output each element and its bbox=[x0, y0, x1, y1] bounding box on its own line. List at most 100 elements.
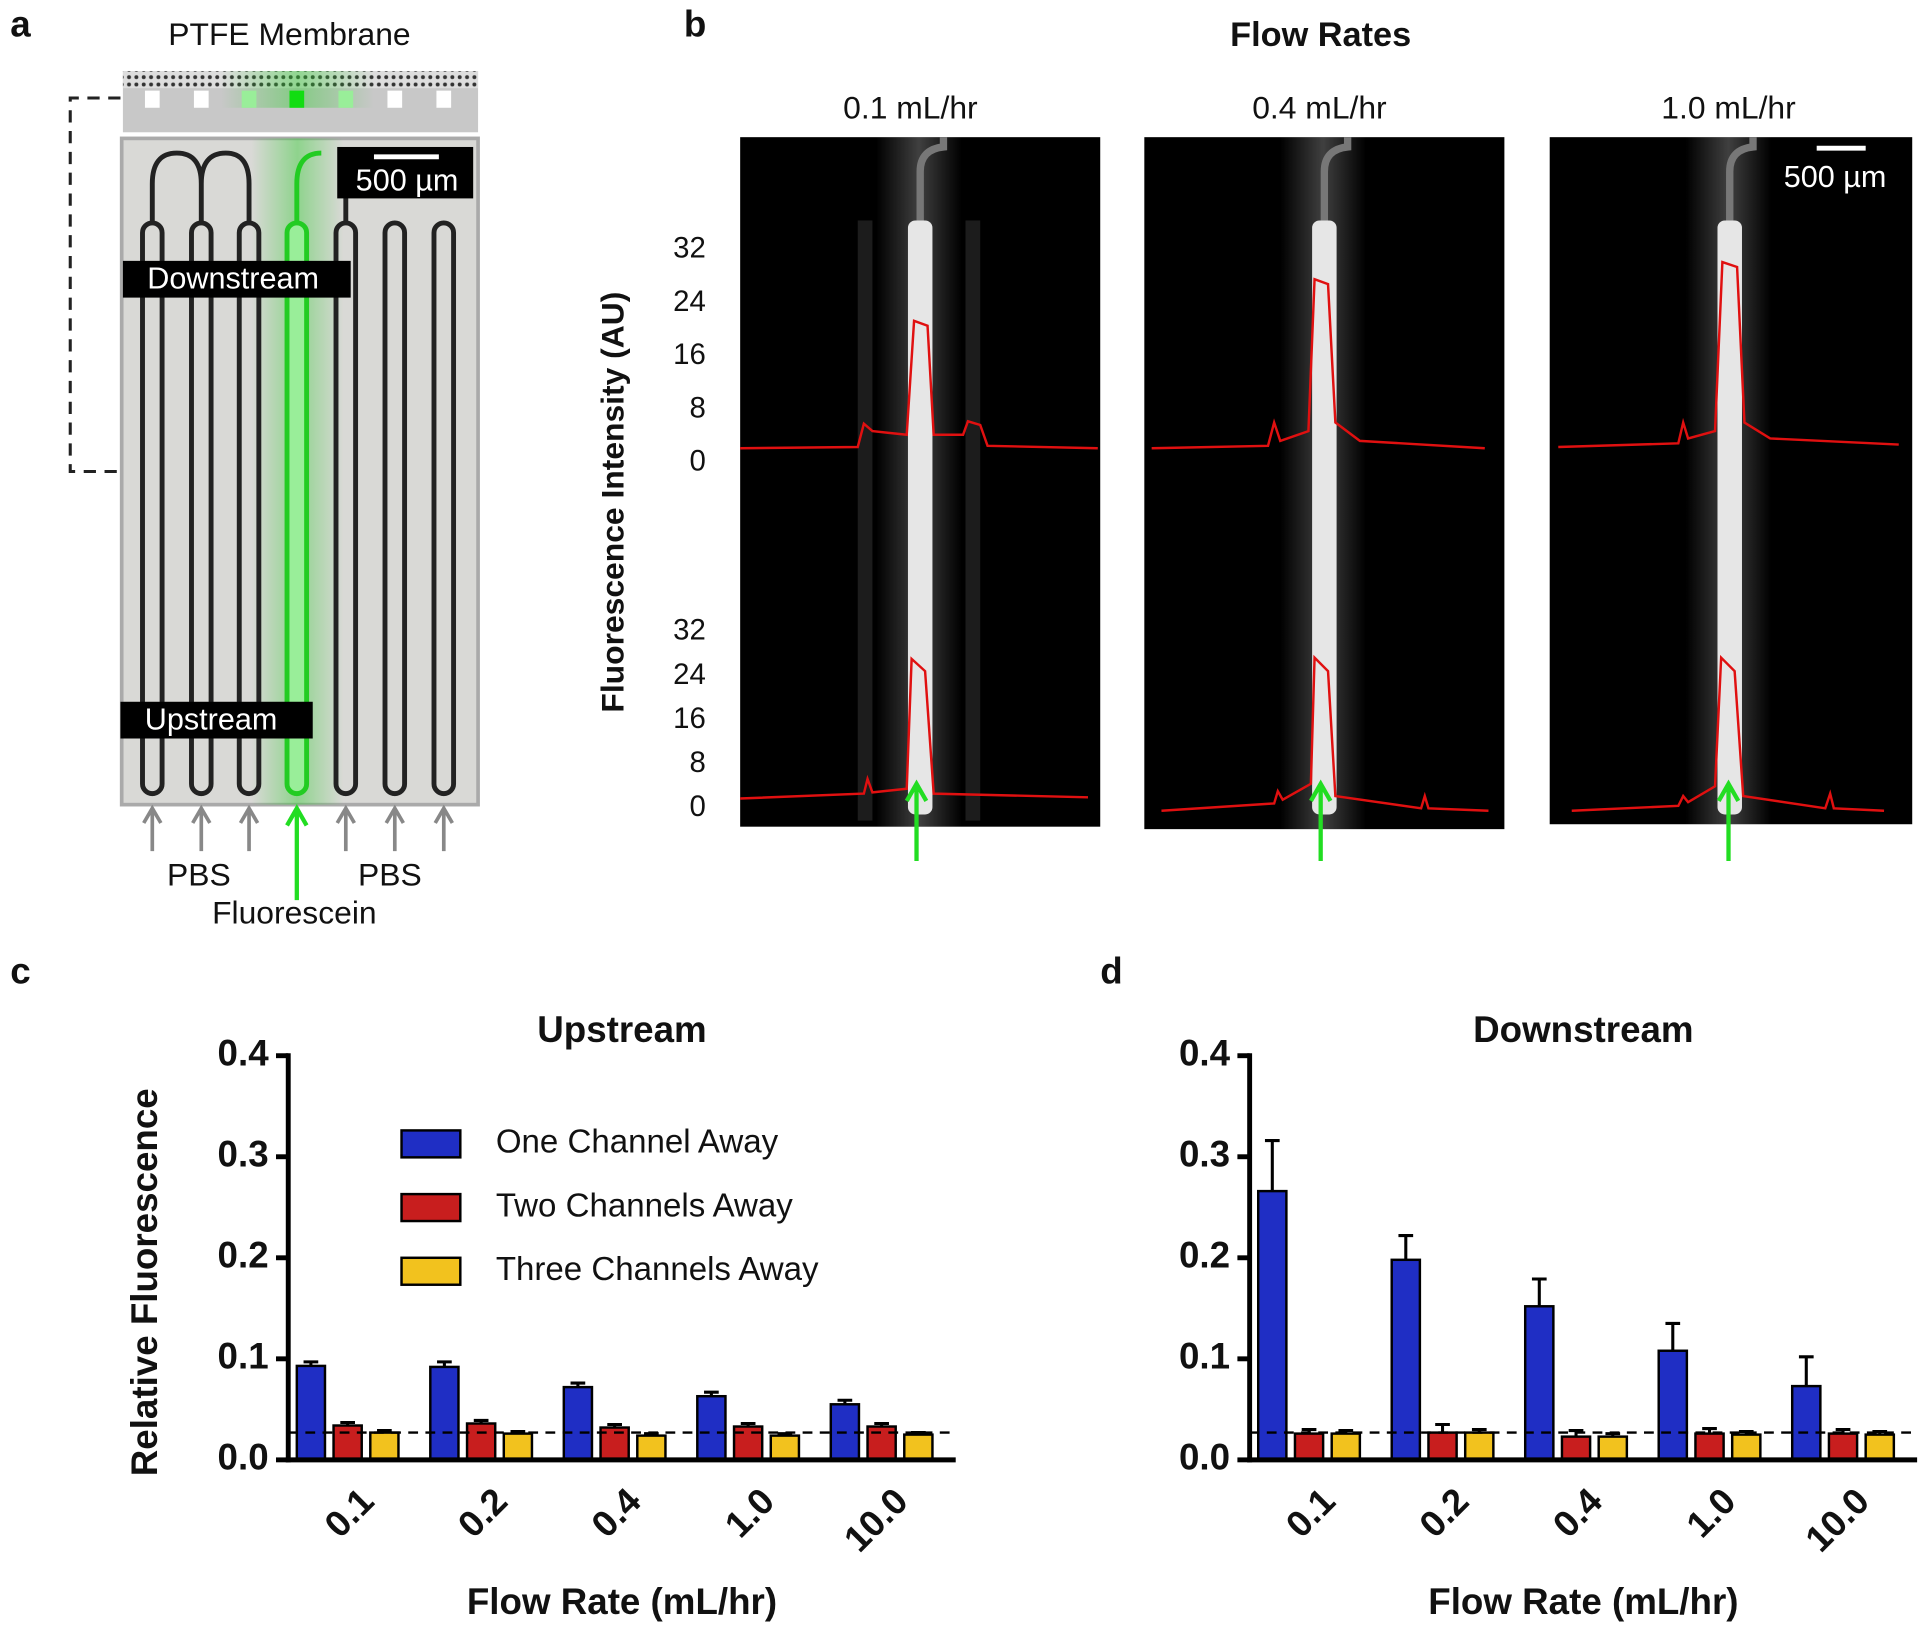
image-label: 0.4 mL/hr bbox=[1252, 90, 1387, 126]
bar bbox=[1390, 1258, 1422, 1462]
membrane-label: PTFE Membrane bbox=[168, 16, 410, 52]
x-axis-title: Flow Rate (mL/hr) bbox=[1428, 1581, 1738, 1622]
intensity-tick-label: 16 bbox=[673, 702, 706, 735]
intensity-tick-label: 32 bbox=[673, 614, 706, 647]
y-tick-label: 0.1 bbox=[218, 1336, 269, 1377]
y-tick-label: 0.2 bbox=[218, 1234, 269, 1275]
intensity-tick-label: 8 bbox=[690, 391, 706, 424]
bar bbox=[1523, 1305, 1555, 1462]
error-bar bbox=[1531, 1277, 1547, 1307]
panel-a: PTFE Membrane 500 µm Downstream Upstream bbox=[68, 16, 480, 930]
intensity-tick-label: 16 bbox=[673, 338, 706, 371]
bar bbox=[502, 1432, 534, 1462]
x-tick-label: 0.1 bbox=[316, 1480, 381, 1545]
x-tick-label: 1.0 bbox=[717, 1480, 782, 1545]
y-tick-label: 0.4 bbox=[1179, 1032, 1231, 1073]
fluorescein-arrows bbox=[904, 779, 1741, 861]
bar bbox=[1694, 1432, 1725, 1462]
bar bbox=[1427, 1431, 1458, 1462]
bar bbox=[1560, 1435, 1592, 1462]
charts: Upstream Flow Rate (mL/hr) Relative Fluore… bbox=[124, 1009, 1918, 1622]
error-bar bbox=[1798, 1355, 1814, 1387]
y-tick-label: 0.1 bbox=[1179, 1336, 1230, 1377]
legend-swatch bbox=[400, 1256, 462, 1286]
upstream-label: Upstream bbox=[145, 702, 278, 736]
x-tick-label: 10.0 bbox=[836, 1480, 916, 1560]
inlet-label: PBS bbox=[167, 856, 231, 892]
panel-label: b bbox=[684, 4, 706, 45]
y-tick-label: 0.3 bbox=[1179, 1133, 1230, 1174]
chart-title: Downstream bbox=[1473, 1009, 1693, 1050]
y-axis-label: Fluorescence Intensity (AU) bbox=[595, 292, 631, 713]
panel-label: a bbox=[10, 4, 31, 45]
bar bbox=[465, 1422, 497, 1462]
chart-title: Upstream bbox=[537, 1009, 706, 1050]
y-tick-label: 0.0 bbox=[1179, 1437, 1230, 1478]
y-tick-label: 0.2 bbox=[1179, 1234, 1230, 1275]
x-tick-label: 10.0 bbox=[1797, 1480, 1877, 1560]
error-bar bbox=[1398, 1234, 1414, 1260]
x-tick-label: 0.4 bbox=[1545, 1480, 1611, 1546]
intensity-tick-label: 24 bbox=[673, 658, 706, 691]
x-tick-label: 0.2 bbox=[450, 1480, 515, 1545]
bar bbox=[332, 1424, 363, 1462]
bar bbox=[369, 1431, 400, 1462]
intensity-tick-label: 0 bbox=[690, 790, 706, 823]
error-bar bbox=[1435, 1422, 1450, 1433]
error-bar bbox=[1665, 1321, 1681, 1351]
image-label: 1.0 mL/hr bbox=[1661, 90, 1796, 126]
micrograph bbox=[1144, 137, 1505, 830]
membrane-channels bbox=[144, 90, 452, 108]
legend-swatch bbox=[400, 1192, 462, 1223]
bar bbox=[1293, 1432, 1325, 1462]
bar bbox=[696, 1394, 727, 1462]
bar bbox=[1827, 1432, 1859, 1462]
x-tick-label: 1.0 bbox=[1678, 1480, 1743, 1545]
panel-label: c bbox=[10, 950, 30, 991]
panel-title: Flow Rates bbox=[1230, 16, 1411, 54]
bar bbox=[1256, 1189, 1288, 1462]
x-axis-title: Flow Rate (mL/hr) bbox=[467, 1581, 777, 1622]
pbs-arrows bbox=[142, 804, 454, 852]
y-tick-label: 0.0 bbox=[218, 1437, 269, 1478]
panel-label: d bbox=[1100, 950, 1122, 991]
error-bar bbox=[1264, 1139, 1280, 1192]
label-box bbox=[120, 701, 313, 739]
bar bbox=[1657, 1349, 1689, 1462]
scale-bar-label: 500 µm bbox=[1784, 160, 1887, 194]
intensity-tick-label: 32 bbox=[673, 232, 706, 265]
bar bbox=[1597, 1435, 1629, 1462]
downstream-label: Downstream bbox=[147, 262, 319, 296]
inlet-label: PBS bbox=[358, 856, 422, 892]
y-tick-label: 0.3 bbox=[218, 1133, 269, 1174]
label-box bbox=[122, 260, 351, 298]
bar bbox=[562, 1385, 594, 1462]
intensity-ticks: 0 8 16 24 32 0 8 16 24 32 bbox=[673, 232, 706, 824]
bar bbox=[295, 1364, 327, 1462]
bar bbox=[769, 1434, 801, 1462]
y-tick-label: 0.4 bbox=[218, 1032, 270, 1073]
bar-chart: Upstream Flow Rate (mL/hr) Relative Fluore… bbox=[124, 1009, 956, 1622]
legend-label: One Channel Away bbox=[496, 1124, 779, 1161]
x-tick-label: 0.1 bbox=[1278, 1480, 1343, 1545]
bar bbox=[636, 1434, 667, 1462]
micrograph bbox=[1549, 137, 1913, 825]
legend-swatch bbox=[400, 1129, 462, 1159]
fluorescein-inlet bbox=[294, 150, 322, 223]
bar bbox=[1330, 1432, 1362, 1462]
bar bbox=[1730, 1433, 1762, 1462]
bar bbox=[1864, 1433, 1896, 1462]
bar bbox=[429, 1365, 460, 1462]
image-label: 0.1 mL/hr bbox=[843, 90, 978, 126]
bar-chart: Downstream Flow Rate (mL/hr) 0.0 0.1 0.2 0.3 0… bbox=[1179, 1009, 1918, 1622]
bar bbox=[903, 1433, 934, 1462]
bar bbox=[1463, 1431, 1495, 1462]
bar bbox=[1790, 1384, 1822, 1462]
inlet-label: Fluorescein bbox=[212, 894, 377, 930]
legend-label: Two Channels Away bbox=[496, 1187, 793, 1224]
panel-b: Flow Rates 0.1 mL/hr 0.4 mL/hr 1.0 mL/hr… bbox=[595, 16, 1913, 861]
x-tick-label: 0.4 bbox=[583, 1480, 649, 1546]
intensity-tick-label: 24 bbox=[673, 285, 706, 318]
fluorescein-arrow bbox=[285, 803, 309, 901]
